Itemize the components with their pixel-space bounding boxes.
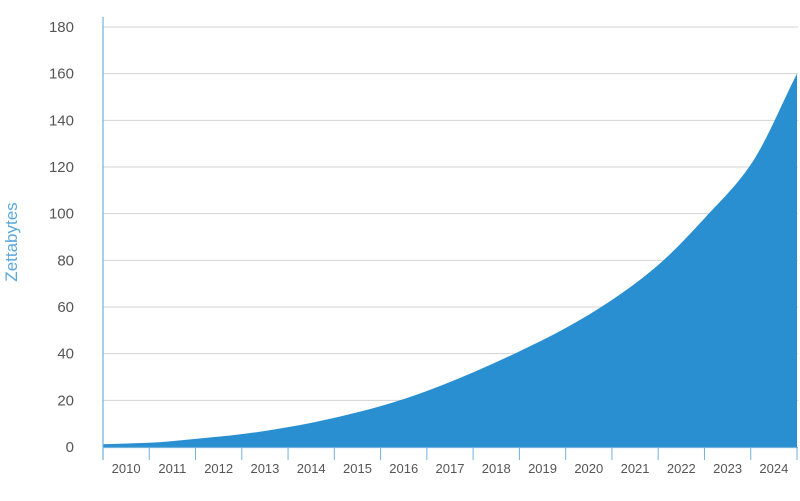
y-tick-label: 60 (57, 299, 74, 316)
y-axis-title: Zettabytes (2, 202, 21, 281)
data-point (425, 389, 429, 393)
x-tick-label: 2022 (667, 461, 696, 476)
data-point (564, 326, 568, 330)
y-tick-label: 140 (49, 112, 74, 129)
data-point (286, 425, 290, 429)
data-point (147, 441, 151, 445)
area-series-fill (103, 73, 797, 448)
data-point (610, 298, 614, 302)
x-tick-label: 2019 (528, 461, 557, 476)
y-tick-label: 100 (49, 206, 74, 223)
y-tick-label: 20 (57, 392, 74, 409)
x-tick-label: 2020 (574, 461, 603, 476)
data-point (332, 416, 336, 420)
x-tick-label: 2014 (297, 461, 326, 476)
data-point (240, 432, 244, 436)
x-tick-label: 2013 (250, 461, 279, 476)
x-tick-label: 2011 (158, 461, 186, 476)
x-tick-label: 2012 (204, 461, 233, 476)
data-point (517, 349, 521, 353)
x-tick-label: 2018 (482, 461, 511, 476)
data-point (656, 263, 660, 267)
x-tick-labels: 2010 2011 2012 2013 2014 2015 2016 2017 2018 2019… (112, 447, 798, 476)
data-point (795, 72, 799, 76)
data-point (749, 163, 753, 167)
x-tick-label: 2010 (112, 461, 141, 476)
y-tick-label: 80 (57, 252, 74, 269)
data-point (379, 404, 383, 408)
x-tick-label: 2017 (436, 461, 465, 476)
y-tick-label: 0 (66, 439, 74, 456)
gridlines (103, 26, 798, 401)
y-tick-labels: 0 20 40 60 80 100 120 140 160 180 (49, 19, 74, 456)
area-series (103, 72, 799, 448)
y-tick-label: 40 (57, 346, 74, 363)
y-tick-label: 160 (49, 66, 74, 83)
data-point (194, 437, 198, 441)
x-tick-label: 2024 (759, 461, 788, 476)
x-tick-label: 2021 (621, 461, 650, 476)
data-point (471, 370, 475, 374)
x-tick-label: 2016 (389, 461, 418, 476)
x-tick-label: 2015 (343, 461, 372, 476)
axes (102, 17, 798, 460)
y-tick-label: 180 (49, 19, 74, 36)
x-tick-label: 2023 (713, 461, 742, 476)
y-tick-label: 120 (49, 159, 74, 176)
data-point (702, 216, 706, 220)
